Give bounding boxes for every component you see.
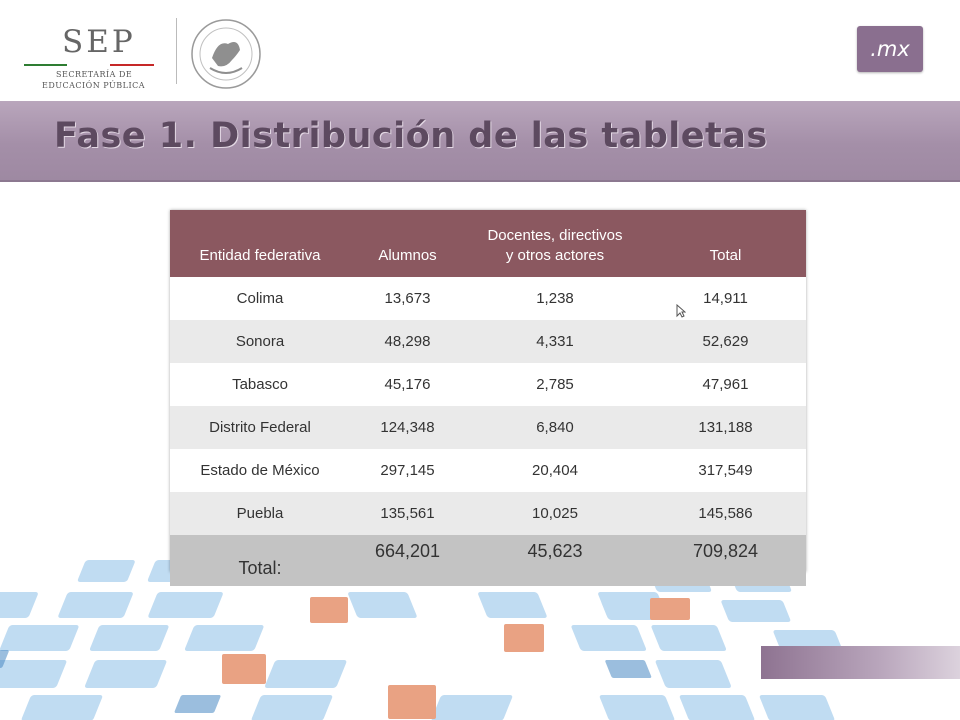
header-entidad: Entidad federativa: [170, 210, 350, 277]
sep-logo-subtitle-2: EDUCACIÓN PÚBLICA: [42, 81, 146, 90]
cell-alumnos: 48,298: [350, 320, 465, 363]
cell-alumnos: 45,176: [384, 376, 431, 393]
mouse-cursor-icon: [676, 304, 686, 318]
cell-entidad: Sonora: [170, 320, 350, 363]
national-seal-icon: [191, 19, 261, 89]
table-row: Tabasco 45,176 2,785 47,961: [170, 363, 806, 406]
table-row: Distrito Federal 124,348 6,840 131,188: [170, 406, 806, 449]
cell-total: 317,549: [698, 462, 753, 479]
cell-docentes: 4,331: [465, 320, 645, 363]
gob-mx-badge: .mx: [857, 26, 923, 72]
cell-docentes: 20,404: [532, 462, 578, 479]
cell-entidad: Tabasco: [232, 376, 288, 393]
cell-entidad: Colima: [236, 290, 284, 307]
sep-logo-word: SEP: [62, 24, 136, 60]
cell-total: 131,188: [645, 406, 806, 449]
cell-alumnos: 13,673: [384, 290, 431, 307]
distribution-table: Entidad federativa Alumnos Docentes, dir…: [170, 210, 806, 586]
cell-docentes: 1,238: [536, 290, 574, 307]
cell-total: 145,586: [645, 492, 806, 535]
sep-logo-tricolor-line: [24, 64, 154, 66]
cell-entidad: Puebla: [170, 492, 350, 535]
table-row: Puebla 135,561 10,025 145,586: [170, 492, 806, 535]
cell-total: 47,961: [702, 376, 749, 393]
cell-alumnos: 297,145: [380, 462, 435, 479]
cell-docentes: 6,840: [465, 406, 645, 449]
total-label: Total:: [170, 535, 350, 586]
decorative-purple-strip: [761, 646, 960, 679]
cell-total: 52,629: [645, 320, 806, 363]
cell-docentes: 2,785: [536, 376, 574, 393]
table-total-row: Total: 664,201 45,623 709,824: [170, 535, 806, 586]
slide-title: Fase 1. Distribución de las tabletas: [54, 116, 768, 156]
cell-entidad: Distrito Federal: [170, 406, 350, 449]
title-band: Fase 1. Distribución de las tabletas: [0, 101, 960, 182]
total-value: 664,201: [350, 535, 465, 586]
header-docentes: Docentes, directivos y otros actores: [465, 210, 645, 277]
sep-logo-subtitle-1: SECRETARÍA DE: [56, 70, 133, 79]
total-value: 709,824: [645, 535, 806, 586]
cell-docentes: 10,025: [465, 492, 645, 535]
table-row: Estado de México 297,145 20,404 317,549: [170, 449, 806, 492]
sep-logo: SEP SECRETARÍA DE EDUCACIÓN PÚBLICA: [24, 18, 164, 90]
cell-alumnos: 124,348: [350, 406, 465, 449]
cell-alumnos: 135,561: [350, 492, 465, 535]
header-alumnos: Alumnos: [350, 210, 465, 277]
table-row: Colima 13,673 1,238 14,911: [170, 277, 806, 320]
cell-total: 14,911: [703, 290, 748, 307]
header-total: Total: [645, 210, 806, 277]
cell-entidad: Estado de México: [200, 462, 320, 479]
table-row: Sonora 48,298 4,331 52,629: [170, 320, 806, 363]
header-divider: [176, 18, 177, 84]
total-value: 45,623: [465, 535, 645, 586]
table-header-row: Entidad federativa Alumnos Docentes, dir…: [170, 210, 806, 277]
